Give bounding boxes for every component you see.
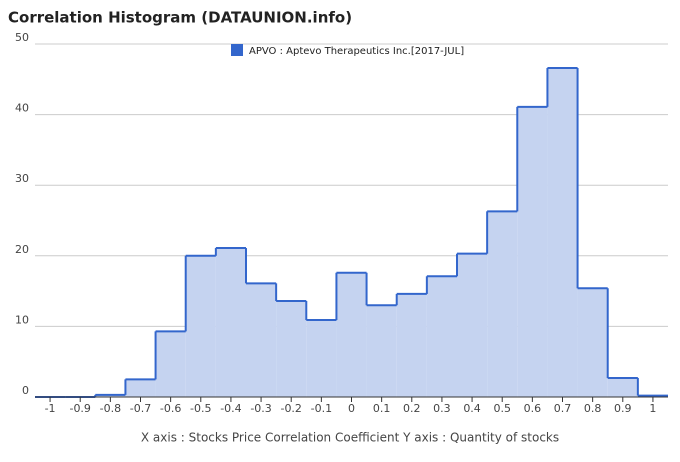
x-tick-label: -0.8 [100,402,121,415]
bar [607,377,638,397]
bar [95,394,126,397]
bar [577,288,608,397]
x-tick-label: -0.2 [280,402,301,415]
bar [457,253,488,397]
chart-title: Correlation Histogram (DATAUNION.info) [8,9,352,27]
x-tick-label: -0.4 [220,402,241,415]
x-tick-label: -0.5 [190,402,211,415]
bar [215,248,246,397]
x-tick-label: -1 [45,402,56,415]
x-tick-label: 0.8 [584,402,602,415]
x-tick-label: -0.3 [250,402,271,415]
y-tick-label: 20 [15,243,29,256]
x-tick-label: 0.7 [554,402,572,415]
bar [366,305,397,397]
x-tick-label: -0.9 [69,402,90,415]
y-tick-label: 30 [15,172,29,185]
y-tick-label: 50 [15,31,29,44]
bar [487,211,518,397]
x-tick-label: -0.1 [311,402,332,415]
x-tick-label: 0.9 [614,402,632,415]
x-tick-label: 0.4 [463,402,481,415]
bar [336,272,367,397]
bar [246,283,277,397]
bar [306,320,337,397]
bar [155,331,186,397]
x-tick-label: -0.7 [130,402,151,415]
y-tick-label: 0 [22,384,29,397]
legend-swatch [231,44,243,56]
bar [185,255,216,397]
y-tick-label: 10 [15,313,29,326]
axis-label: X axis : Stocks Price Correlation Coeffi… [141,431,559,445]
bar [517,106,548,398]
x-tick-label: 0.3 [433,402,451,415]
x-tick-label: 0.1 [373,402,391,415]
bar [276,300,307,397]
x-tick-label: 0.2 [403,402,421,415]
bar [547,68,578,397]
x-tick-label: -0.6 [160,402,181,415]
legend-label: APVO : Aptevo Therapeutics Inc.[2017-JUL… [249,46,464,57]
x-tick-label: 1 [649,402,656,415]
bar [396,293,427,397]
x-tick-label: 0.5 [493,402,511,415]
bar [125,379,156,397]
bar [426,276,457,397]
x-tick-label: 0 [348,402,355,415]
x-tick-label: 0.6 [524,402,542,415]
y-tick-label: 40 [15,102,29,115]
